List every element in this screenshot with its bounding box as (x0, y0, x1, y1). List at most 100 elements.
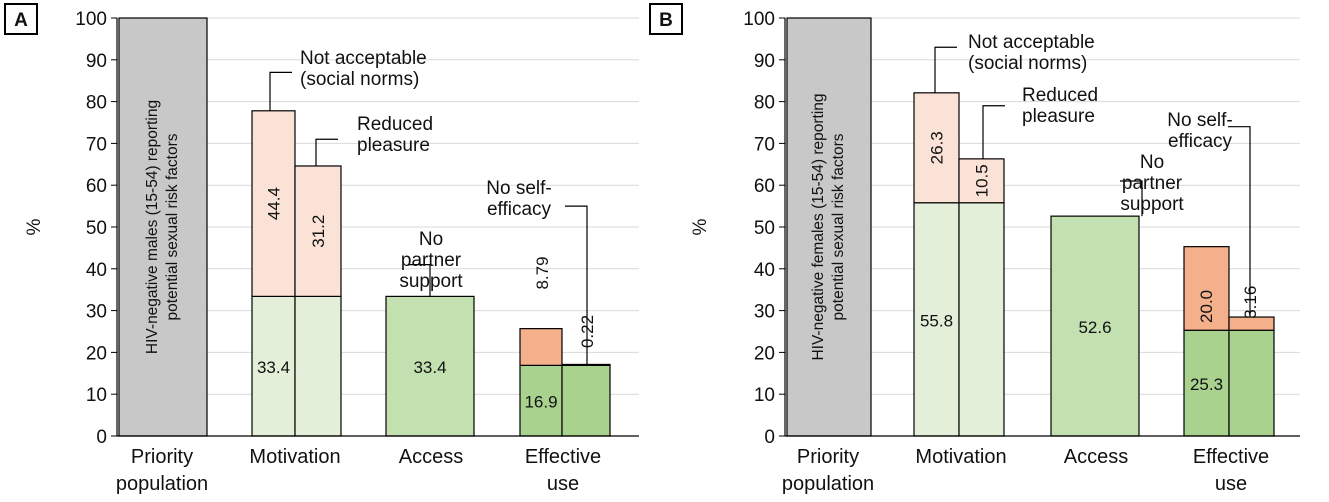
y-tick-label: 0 (96, 427, 107, 448)
chart-panel-b: B 0 10 20 30 40 50 60 70 80 90 100% HIV-negative fem… (649, 3, 1300, 495)
bar-increment-label: 8.79 (533, 256, 552, 289)
x-category-label: population (116, 473, 208, 495)
x-category-label: Access (399, 446, 463, 468)
x-category-label: Effective (1193, 446, 1269, 468)
annotation-leader-line (565, 205, 588, 365)
annotation-leader-line (1120, 180, 1143, 217)
annotation-text: partner (1122, 173, 1183, 194)
bar-value-label: 25.3 (1190, 375, 1223, 394)
bar-access-base-2 (1050, 215, 1140, 437)
bar-motivation-increment-0 (913, 92, 960, 204)
priority-population-label-line1: HIV-negative females (15-54) reporting (810, 93, 827, 360)
panel-label-box (4, 3, 38, 35)
priority-population-label-line2: potential sexual risk factors (830, 133, 847, 320)
priority-population-label-line2: potential sexual risk factors (164, 133, 181, 320)
x-category-label: use (1215, 473, 1247, 495)
annotation-text: Reduced (1022, 85, 1098, 106)
annotation-leader-line (1228, 126, 1251, 318)
panel-label: A (14, 10, 28, 31)
annotation-leader-line (315, 138, 338, 166)
bar-value-label: 33.4 (413, 358, 446, 377)
y-tick-label: 70 (86, 134, 107, 155)
y-tick-label: 20 (86, 343, 107, 364)
bar-increment-label: 31.2 (309, 215, 328, 248)
y-tick-label: 100 (743, 9, 775, 30)
bar-increment-label: 26.3 (928, 131, 947, 164)
bar-access-base-2 (385, 295, 475, 437)
bar-increment-label: 44.4 (265, 187, 284, 220)
bar-effective-use-increment-4 (561, 363, 611, 366)
annotation-text: support (1120, 194, 1184, 215)
annotation-text: efficacy (1168, 131, 1233, 152)
chart-panel-a: A 0 10 20 30 40 50 60 70 80 90 100% HIV-negative mal… (4, 3, 639, 495)
bar-value-label: 52.6 (1078, 318, 1111, 337)
x-category-label: use (547, 473, 579, 495)
priority-population-label-line1: HIV-negative males (15-54) reporting (144, 100, 161, 354)
bar-effective-use-increment-3 (1183, 246, 1230, 331)
y-tick-label: 100 (75, 9, 107, 30)
bar-motivation-base-1 (958, 202, 1005, 437)
annotation-text: No self- (486, 178, 551, 199)
bar-effective-use-base-4 (561, 364, 611, 437)
y-axis-label: % (24, 218, 45, 235)
x-category-label: Priority (797, 446, 859, 468)
annotation-text: pleasure (1022, 106, 1095, 127)
bar-motivation-base-0 (913, 202, 960, 437)
bar-priority-population (118, 17, 208, 437)
y-tick-label: 20 (754, 343, 775, 364)
x-category-label: population (782, 473, 874, 495)
bar-value-label: 55.8 (920, 311, 953, 330)
y-tick-label: 80 (754, 93, 775, 114)
annotation-leader-line (269, 71, 292, 111)
y-tick-label: 50 (754, 218, 775, 239)
bar-motivation-base-1 (294, 295, 342, 437)
y-tick-label: 50 (86, 218, 107, 239)
y-tick-label: 90 (754, 51, 775, 72)
bar-effective-use-base-4 (1228, 329, 1275, 437)
bar-priority-population (786, 17, 872, 437)
y-tick-label: 90 (86, 51, 107, 72)
x-category-label: Access (1064, 446, 1128, 468)
annotation-text: No (1140, 152, 1164, 173)
bar-motivation-increment-1 (294, 165, 342, 297)
y-tick-label: 30 (86, 302, 107, 323)
bar-motivation-increment-0 (251, 110, 296, 297)
bar-effective-use-base-3 (1183, 329, 1230, 437)
x-category-label: Priority (131, 446, 193, 468)
y-tick-label: 30 (754, 302, 775, 323)
x-category-label: Effective (525, 446, 601, 468)
annotation-text: (social norms) (968, 53, 1087, 74)
y-tick-label: 70 (754, 134, 775, 155)
bar-motivation-increment-1 (958, 158, 1005, 204)
bar-effective-use-increment-4 (1228, 316, 1275, 331)
annotation-text: efficacy (487, 199, 552, 220)
annotation-text: Not acceptable (300, 48, 427, 69)
annotation-text: pleasure (357, 135, 430, 156)
annotation-text: support (399, 271, 463, 292)
annotation-text: No self- (1167, 110, 1232, 131)
y-tick-label: 10 (86, 385, 107, 406)
y-tick-label: 10 (754, 385, 775, 406)
annotation-text: No (419, 229, 443, 250)
y-tick-label: 0 (764, 427, 775, 448)
x-category-label: Motivation (249, 446, 340, 468)
bar-increment-label: 20.0 (1197, 290, 1216, 323)
annotation-text: Reduced (357, 114, 433, 135)
y-tick-label: 60 (754, 176, 775, 197)
annotation-text: Not acceptable (968, 32, 1095, 53)
annotation-leader-line (934, 46, 957, 93)
bar-effective-use-increment-3 (519, 328, 563, 366)
panel-label-box (649, 3, 683, 35)
annotation-leader-line (982, 105, 1005, 159)
bar-increment-label: 10.5 (973, 164, 992, 197)
bar-value-label: 16.9 (524, 393, 557, 412)
y-axis-label: % (690, 218, 711, 235)
y-tick-label: 40 (754, 260, 775, 281)
y-tick-label: 40 (86, 260, 107, 281)
x-category-label: Motivation (915, 446, 1006, 468)
annotation-text: (social norms) (300, 69, 419, 90)
annotation-text: partner (401, 250, 462, 271)
bar-value-label: 33.4 (257, 358, 290, 377)
y-tick-label: 60 (86, 176, 107, 197)
